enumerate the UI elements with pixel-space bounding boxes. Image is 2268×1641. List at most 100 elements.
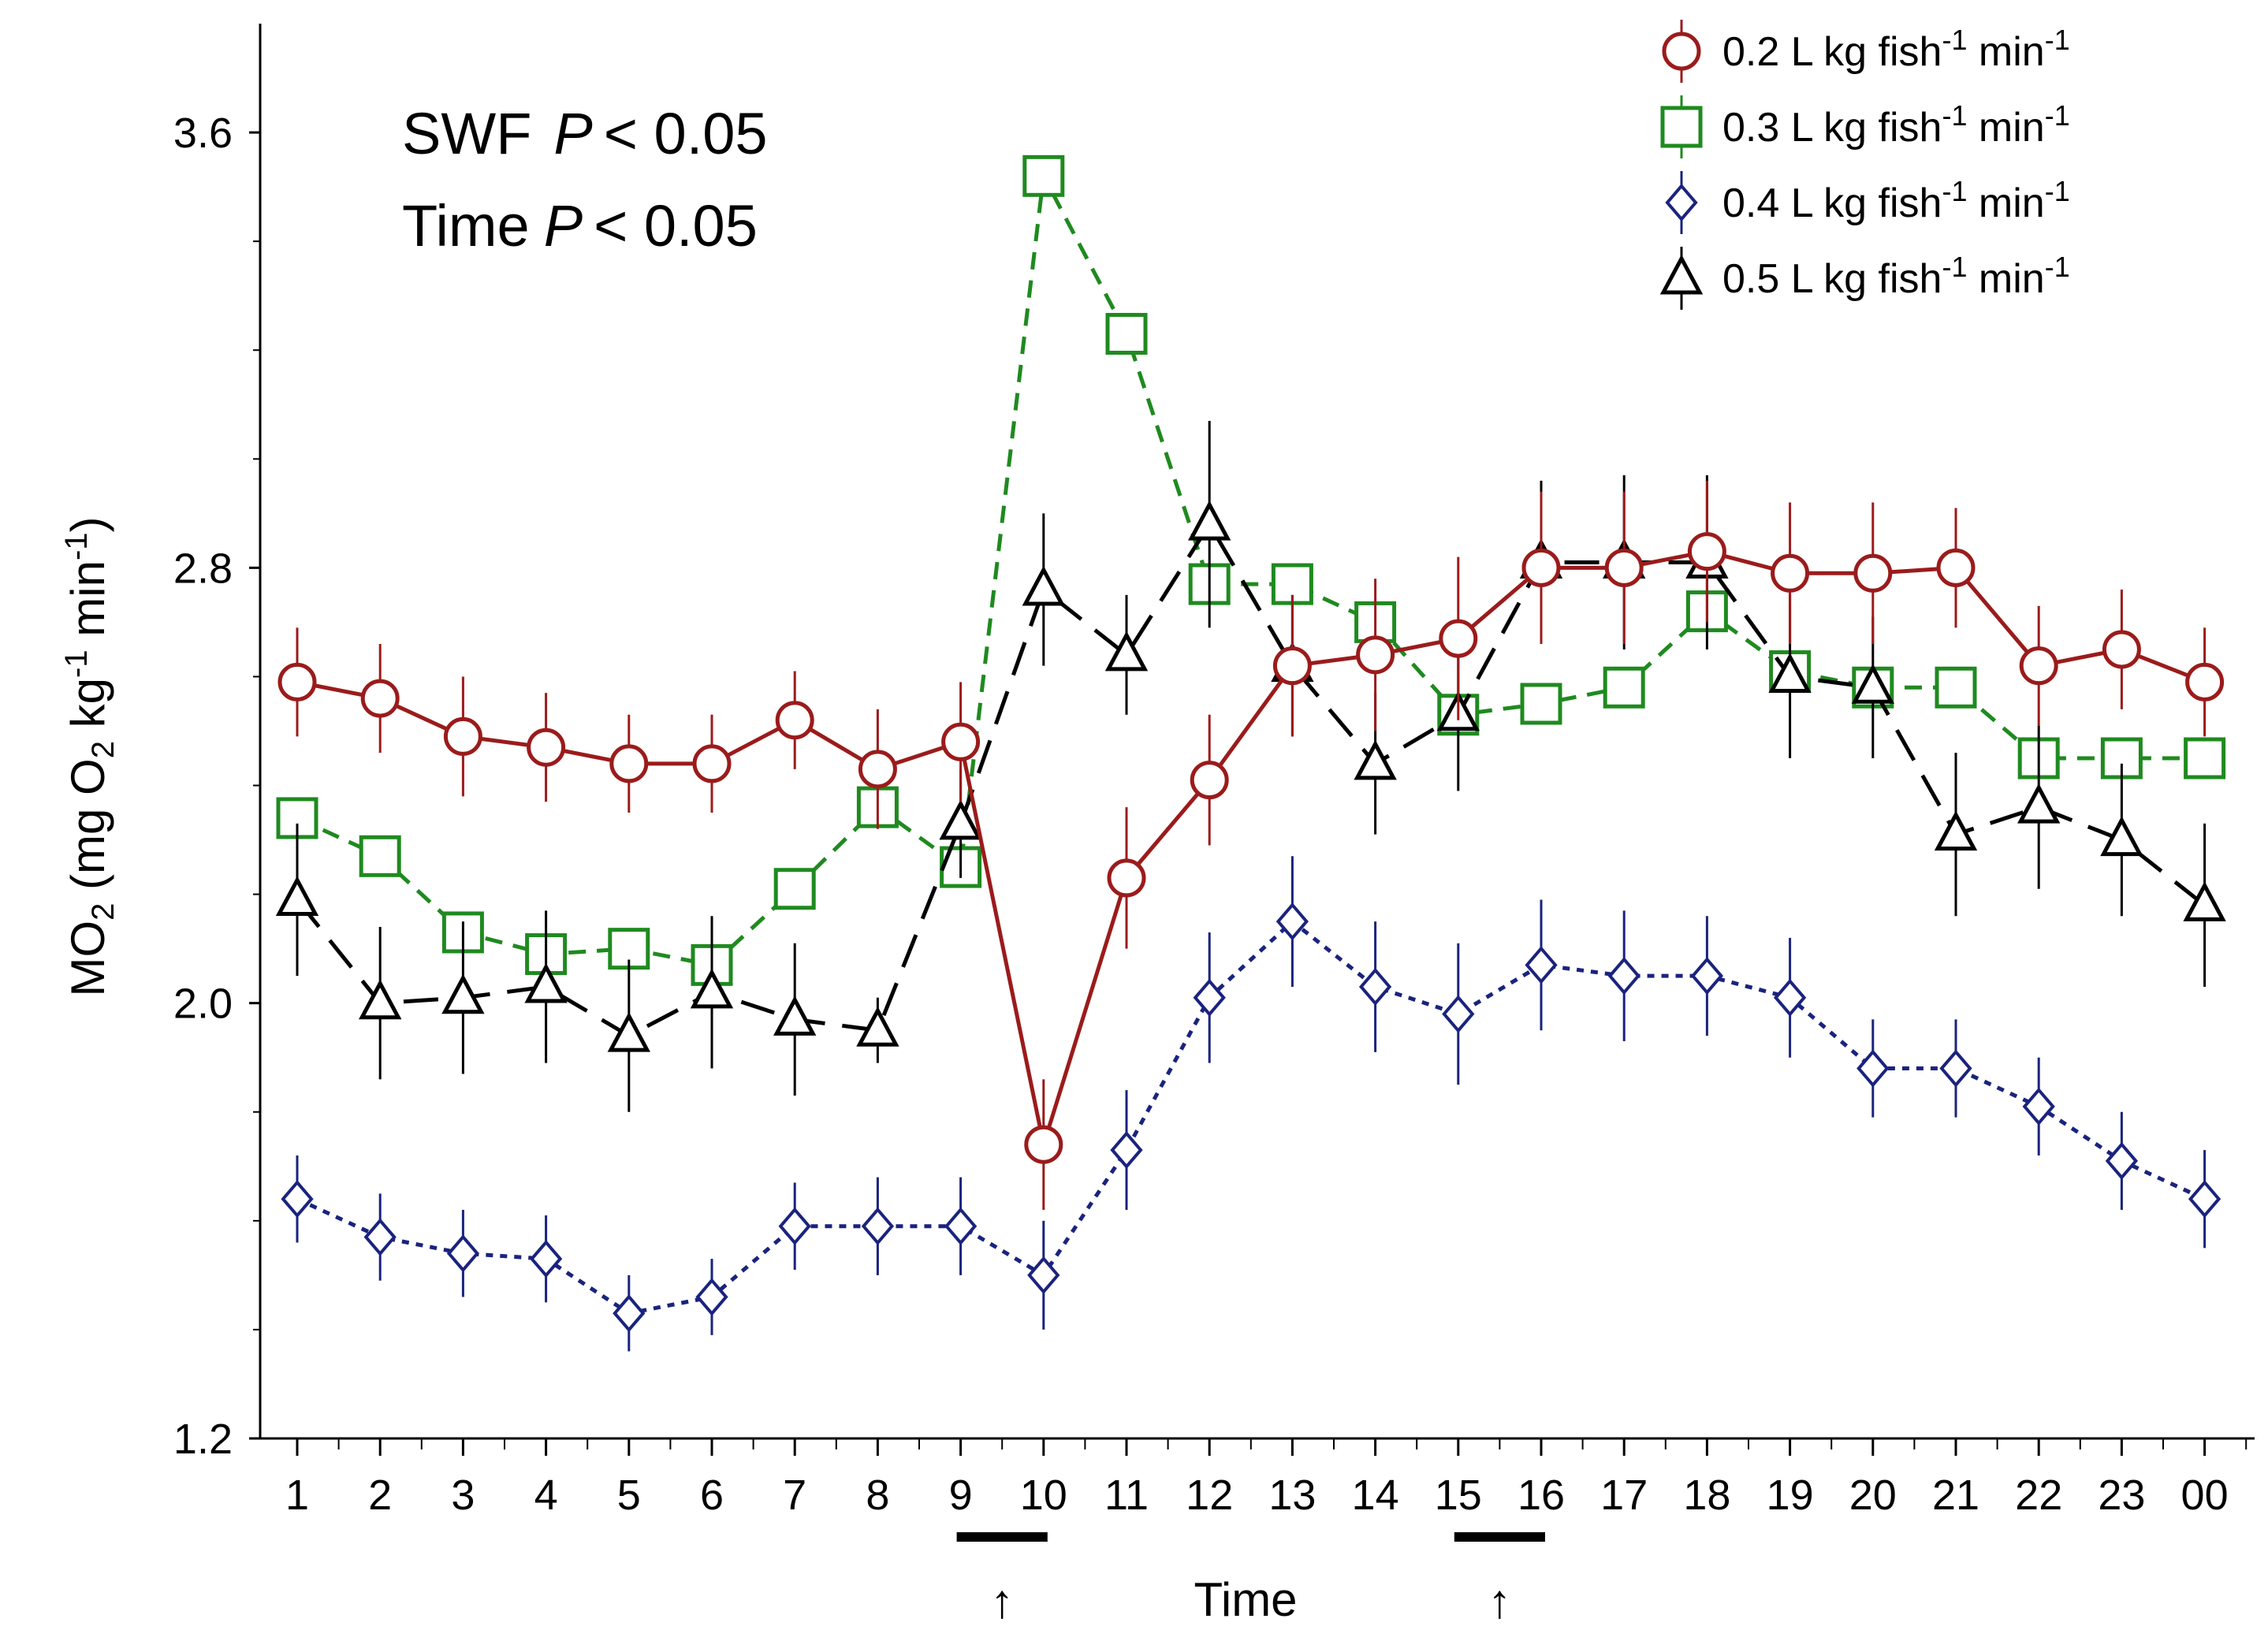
stat-p-symbol: P [553, 101, 592, 166]
data-point [1687, 532, 1726, 571]
legend-label: 0.4 L kg fish-1 min-1 [1722, 175, 2070, 226]
x-tick-label: 19 [1767, 1472, 1814, 1519]
data-point [1442, 995, 1475, 1033]
legend-item: 0.2 L kg fish-1 min-1 [1662, 20, 2070, 83]
x-tick-label: 5 [617, 1472, 641, 1519]
legend-label-part: -1 [1942, 251, 1967, 283]
data-point [2105, 1141, 2139, 1180]
data-point [277, 662, 317, 701]
data-point [2102, 630, 2141, 669]
y-tick-label: 3.6 [173, 110, 233, 157]
data-point [275, 876, 319, 917]
data-point [1439, 619, 1478, 658]
x-tick-label: 12 [1186, 1472, 1233, 1519]
x-tick-label: 20 [1849, 1472, 1897, 1519]
data-point [359, 835, 401, 877]
data-point [1851, 663, 1894, 704]
x-tick-label: 10 [1020, 1472, 1067, 1519]
data-point [1773, 978, 1807, 1017]
x-tick-label: 1 [285, 1472, 309, 1519]
data-point [1193, 978, 1226, 1017]
data-point [941, 722, 981, 761]
data-point [1104, 631, 1149, 672]
y-tick-label: 2.0 [173, 981, 233, 1028]
legend-label: 0.2 L kg fish-1 min-1 [1722, 24, 2070, 75]
legend-label-part: -1 [2045, 24, 2070, 56]
data-point [1272, 646, 1312, 686]
data-point [2188, 1180, 2221, 1219]
data-point [856, 1006, 899, 1047]
series-line [296, 520, 2207, 1038]
data-point [1603, 666, 1645, 709]
data-point [281, 1180, 314, 1219]
feeding-arrow: ↑ [990, 1575, 1014, 1628]
x-tick-label: 00 [2181, 1472, 2229, 1519]
data-point [1525, 946, 1558, 984]
data-point [527, 727, 566, 767]
data-point [1771, 553, 1810, 593]
data-point [1856, 1049, 1890, 1088]
data-point [1190, 761, 1229, 800]
stat-line-time: Time P < 0.05 [402, 193, 758, 259]
x-tick-label: 21 [1932, 1472, 1979, 1519]
data-point [443, 716, 482, 756]
data-point [692, 744, 732, 783]
x-tick-label: 22 [2015, 1472, 2062, 1519]
data-point [2185, 662, 2225, 701]
data-point [2022, 1087, 2055, 1126]
feeding-arrow: ↑ [1488, 1575, 1511, 1628]
legend-label-part: 0.3 L kg fish [1722, 105, 1942, 151]
x-tick-label: 4 [534, 1472, 558, 1519]
x-tick-label: 7 [783, 1472, 806, 1519]
legend-label: 0.5 L kg fish-1 min-1 [1722, 251, 2070, 302]
x-tick-label: 9 [949, 1472, 973, 1519]
x-tick-label: 8 [866, 1472, 889, 1519]
data-point [775, 701, 814, 740]
data-point [861, 1207, 895, 1245]
legend-label-part: min [1967, 105, 2044, 151]
x-tick-label: 11 [1104, 1472, 1149, 1519]
legend-swatch [1660, 106, 1703, 148]
data-point [1934, 810, 1978, 851]
stat-label: Time [402, 193, 530, 259]
x-axis: 1 2 3 4 5 6 7 8 9 10 11 12 13 14 15 16 17 18 19 20 21 22 23 00 [285, 1438, 2248, 1519]
data-point [944, 1207, 978, 1245]
x-tick-label: 17 [1600, 1472, 1648, 1519]
y-axis: 1.2 2.0 2.8 3.6 [173, 110, 260, 1463]
y-title-subscript: 2 [86, 741, 121, 758]
x-tick-label: 2 [368, 1472, 392, 1519]
data-point [363, 1218, 397, 1256]
data-point [1520, 683, 1562, 725]
legend-label-part: -1 [1942, 99, 1967, 132]
legend-label-part: 0.5 L kg fish [1722, 256, 1942, 302]
plot-frame [259, 24, 2255, 1440]
data-point [1276, 902, 1309, 941]
data-point [2017, 783, 2061, 824]
data-point [2100, 816, 2143, 857]
data-point [1022, 154, 1065, 197]
legend-label-part: 0.4 L kg fish [1722, 180, 1942, 226]
legend-label-part: min [1967, 29, 2044, 75]
series-line [296, 918, 2206, 1315]
legend-label-part: -1 [2045, 99, 2070, 132]
legend: 0.2 L kg fish-1 min-10.3 L kg fish-1 min… [1659, 20, 2070, 310]
legend-label-part: -1 [2045, 251, 2070, 283]
legend-label-part: min [1967, 180, 2044, 226]
feeding-markers: ↑ ↑ [956, 1532, 1545, 1628]
data-point [1604, 548, 1644, 587]
data-point [529, 1240, 563, 1278]
legend-label-part: -1 [2045, 175, 2070, 207]
legend-swatch [1659, 254, 1704, 295]
legend-label: 0.3 L kg fish-1 min-1 [1722, 99, 2070, 151]
data-point [858, 750, 897, 789]
x-tick-label: 6 [700, 1472, 724, 1519]
data-point [1024, 1125, 1063, 1164]
data-point [1356, 635, 1395, 675]
x-tick-label: 23 [2098, 1472, 2145, 1519]
data-point [1110, 1131, 1143, 1170]
data-point [773, 868, 816, 910]
data-point [446, 1234, 480, 1273]
x-tick-label: 18 [1683, 1472, 1730, 1519]
